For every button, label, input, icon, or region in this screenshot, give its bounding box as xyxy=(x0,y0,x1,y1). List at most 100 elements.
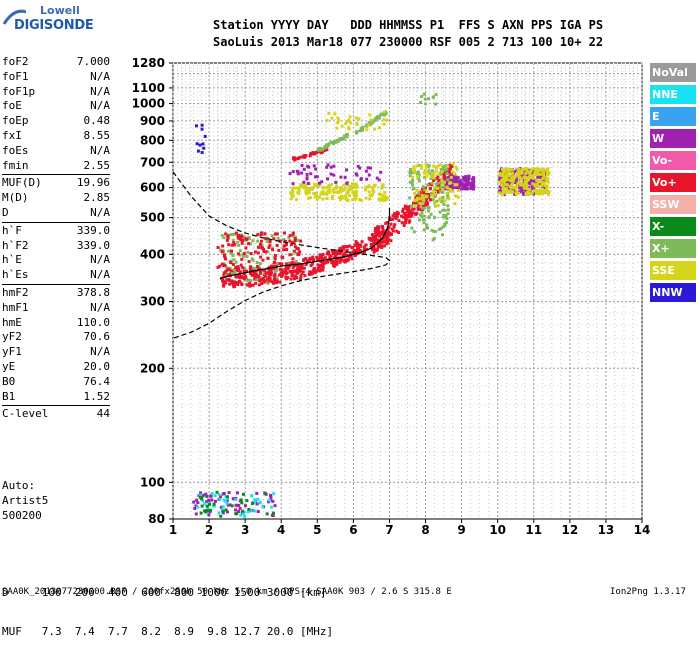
echo-point xyxy=(525,173,529,177)
echo-point xyxy=(411,171,415,175)
echo-point xyxy=(245,254,249,258)
echo-point xyxy=(319,192,323,196)
echo-point xyxy=(284,276,288,280)
echo-point xyxy=(346,184,350,188)
echo-point xyxy=(221,284,225,288)
echo-point xyxy=(254,281,258,285)
echo-point xyxy=(420,206,424,210)
echo-point xyxy=(242,235,246,239)
echo-point xyxy=(441,195,445,199)
echo-point xyxy=(251,239,255,243)
echo-point xyxy=(334,187,338,191)
echo-point xyxy=(355,185,359,189)
echo-point xyxy=(451,180,455,184)
logo-top-text: Lowell xyxy=(40,4,80,17)
parameter-table: foF2 7.000 foF1 N/A foF1p N/A foE N/A foEp 0.48 fx… xyxy=(2,55,110,422)
echo-point xyxy=(406,207,410,211)
echo-point xyxy=(514,192,518,196)
echo-point xyxy=(342,188,346,192)
echo-point xyxy=(428,172,432,176)
echo-point xyxy=(244,276,248,280)
echo-point xyxy=(530,178,534,182)
echo-point xyxy=(199,491,203,495)
echo-point xyxy=(509,179,513,183)
echo-point xyxy=(430,181,434,185)
echo-point xyxy=(343,251,347,255)
echo-point xyxy=(288,239,292,243)
echo-point xyxy=(519,177,523,181)
echo-point xyxy=(424,162,428,166)
echo-point xyxy=(432,176,436,180)
echo-point xyxy=(501,168,505,172)
echo-point xyxy=(221,509,225,513)
echo-point xyxy=(354,249,358,253)
echo-point xyxy=(297,265,301,269)
echo-point xyxy=(247,507,251,511)
echo-point xyxy=(216,265,220,269)
echo-point xyxy=(290,252,294,256)
echo-point xyxy=(351,245,355,249)
echo-point xyxy=(234,508,238,512)
ionogram-chart: 1 2 3 4 5 6 7 8 9 10 11 12 13 14801002003004005006007… xyxy=(132,56,651,537)
echo-point xyxy=(425,226,429,230)
echo-point xyxy=(317,181,321,185)
echo-point xyxy=(318,266,322,270)
echo-point xyxy=(518,167,522,171)
echo-point xyxy=(354,190,358,194)
echo-point xyxy=(324,261,328,265)
echo-point xyxy=(447,197,451,201)
echo-point xyxy=(415,188,419,192)
echo-point xyxy=(441,190,445,194)
echo-point xyxy=(215,490,219,494)
echo-point xyxy=(497,180,501,184)
echo-point xyxy=(427,206,431,210)
param-value: N/A xyxy=(90,205,110,219)
echo-point xyxy=(305,176,309,180)
echo-point xyxy=(367,123,371,127)
echo-point xyxy=(240,234,244,238)
echo-point xyxy=(381,197,385,201)
echo-point xyxy=(318,269,322,273)
param-row: B1 1.52 xyxy=(2,390,110,405)
echo-point xyxy=(318,147,322,151)
echo-point xyxy=(247,260,251,264)
echo-point xyxy=(445,183,449,187)
echo-point xyxy=(226,496,230,500)
echo-point xyxy=(500,183,504,187)
echo-point xyxy=(386,229,390,233)
echo-point xyxy=(446,204,450,208)
echo-point xyxy=(403,212,407,216)
echo-point xyxy=(520,189,524,193)
echo-point xyxy=(207,498,211,502)
echo-point xyxy=(284,239,288,243)
echo-point xyxy=(397,219,401,223)
echo-point xyxy=(436,174,440,178)
echo-point xyxy=(339,250,343,254)
echo-point xyxy=(382,236,386,240)
echo-point xyxy=(271,511,275,515)
echo-point xyxy=(320,260,324,264)
echo-point xyxy=(302,155,306,159)
echo-point xyxy=(438,178,442,182)
y-tick-label: 80 xyxy=(148,512,165,526)
echo-point xyxy=(295,271,299,275)
echo-point xyxy=(327,111,331,115)
echo-point xyxy=(302,167,306,171)
echo-point xyxy=(236,233,240,237)
echo-point xyxy=(522,182,526,186)
echo-point xyxy=(455,168,459,172)
echo-point xyxy=(525,190,529,194)
echo-point xyxy=(375,176,379,180)
echo-point xyxy=(343,260,347,264)
echo-point xyxy=(311,255,315,259)
echo-point xyxy=(302,266,306,270)
echo-point xyxy=(203,502,207,506)
echo-point xyxy=(290,191,294,195)
echo-point xyxy=(255,278,259,282)
echo-point xyxy=(255,502,259,506)
echo-point xyxy=(294,197,298,201)
echo-point xyxy=(303,184,307,188)
echo-point xyxy=(461,182,465,186)
echo-point xyxy=(358,166,362,170)
echo-point xyxy=(404,206,408,210)
